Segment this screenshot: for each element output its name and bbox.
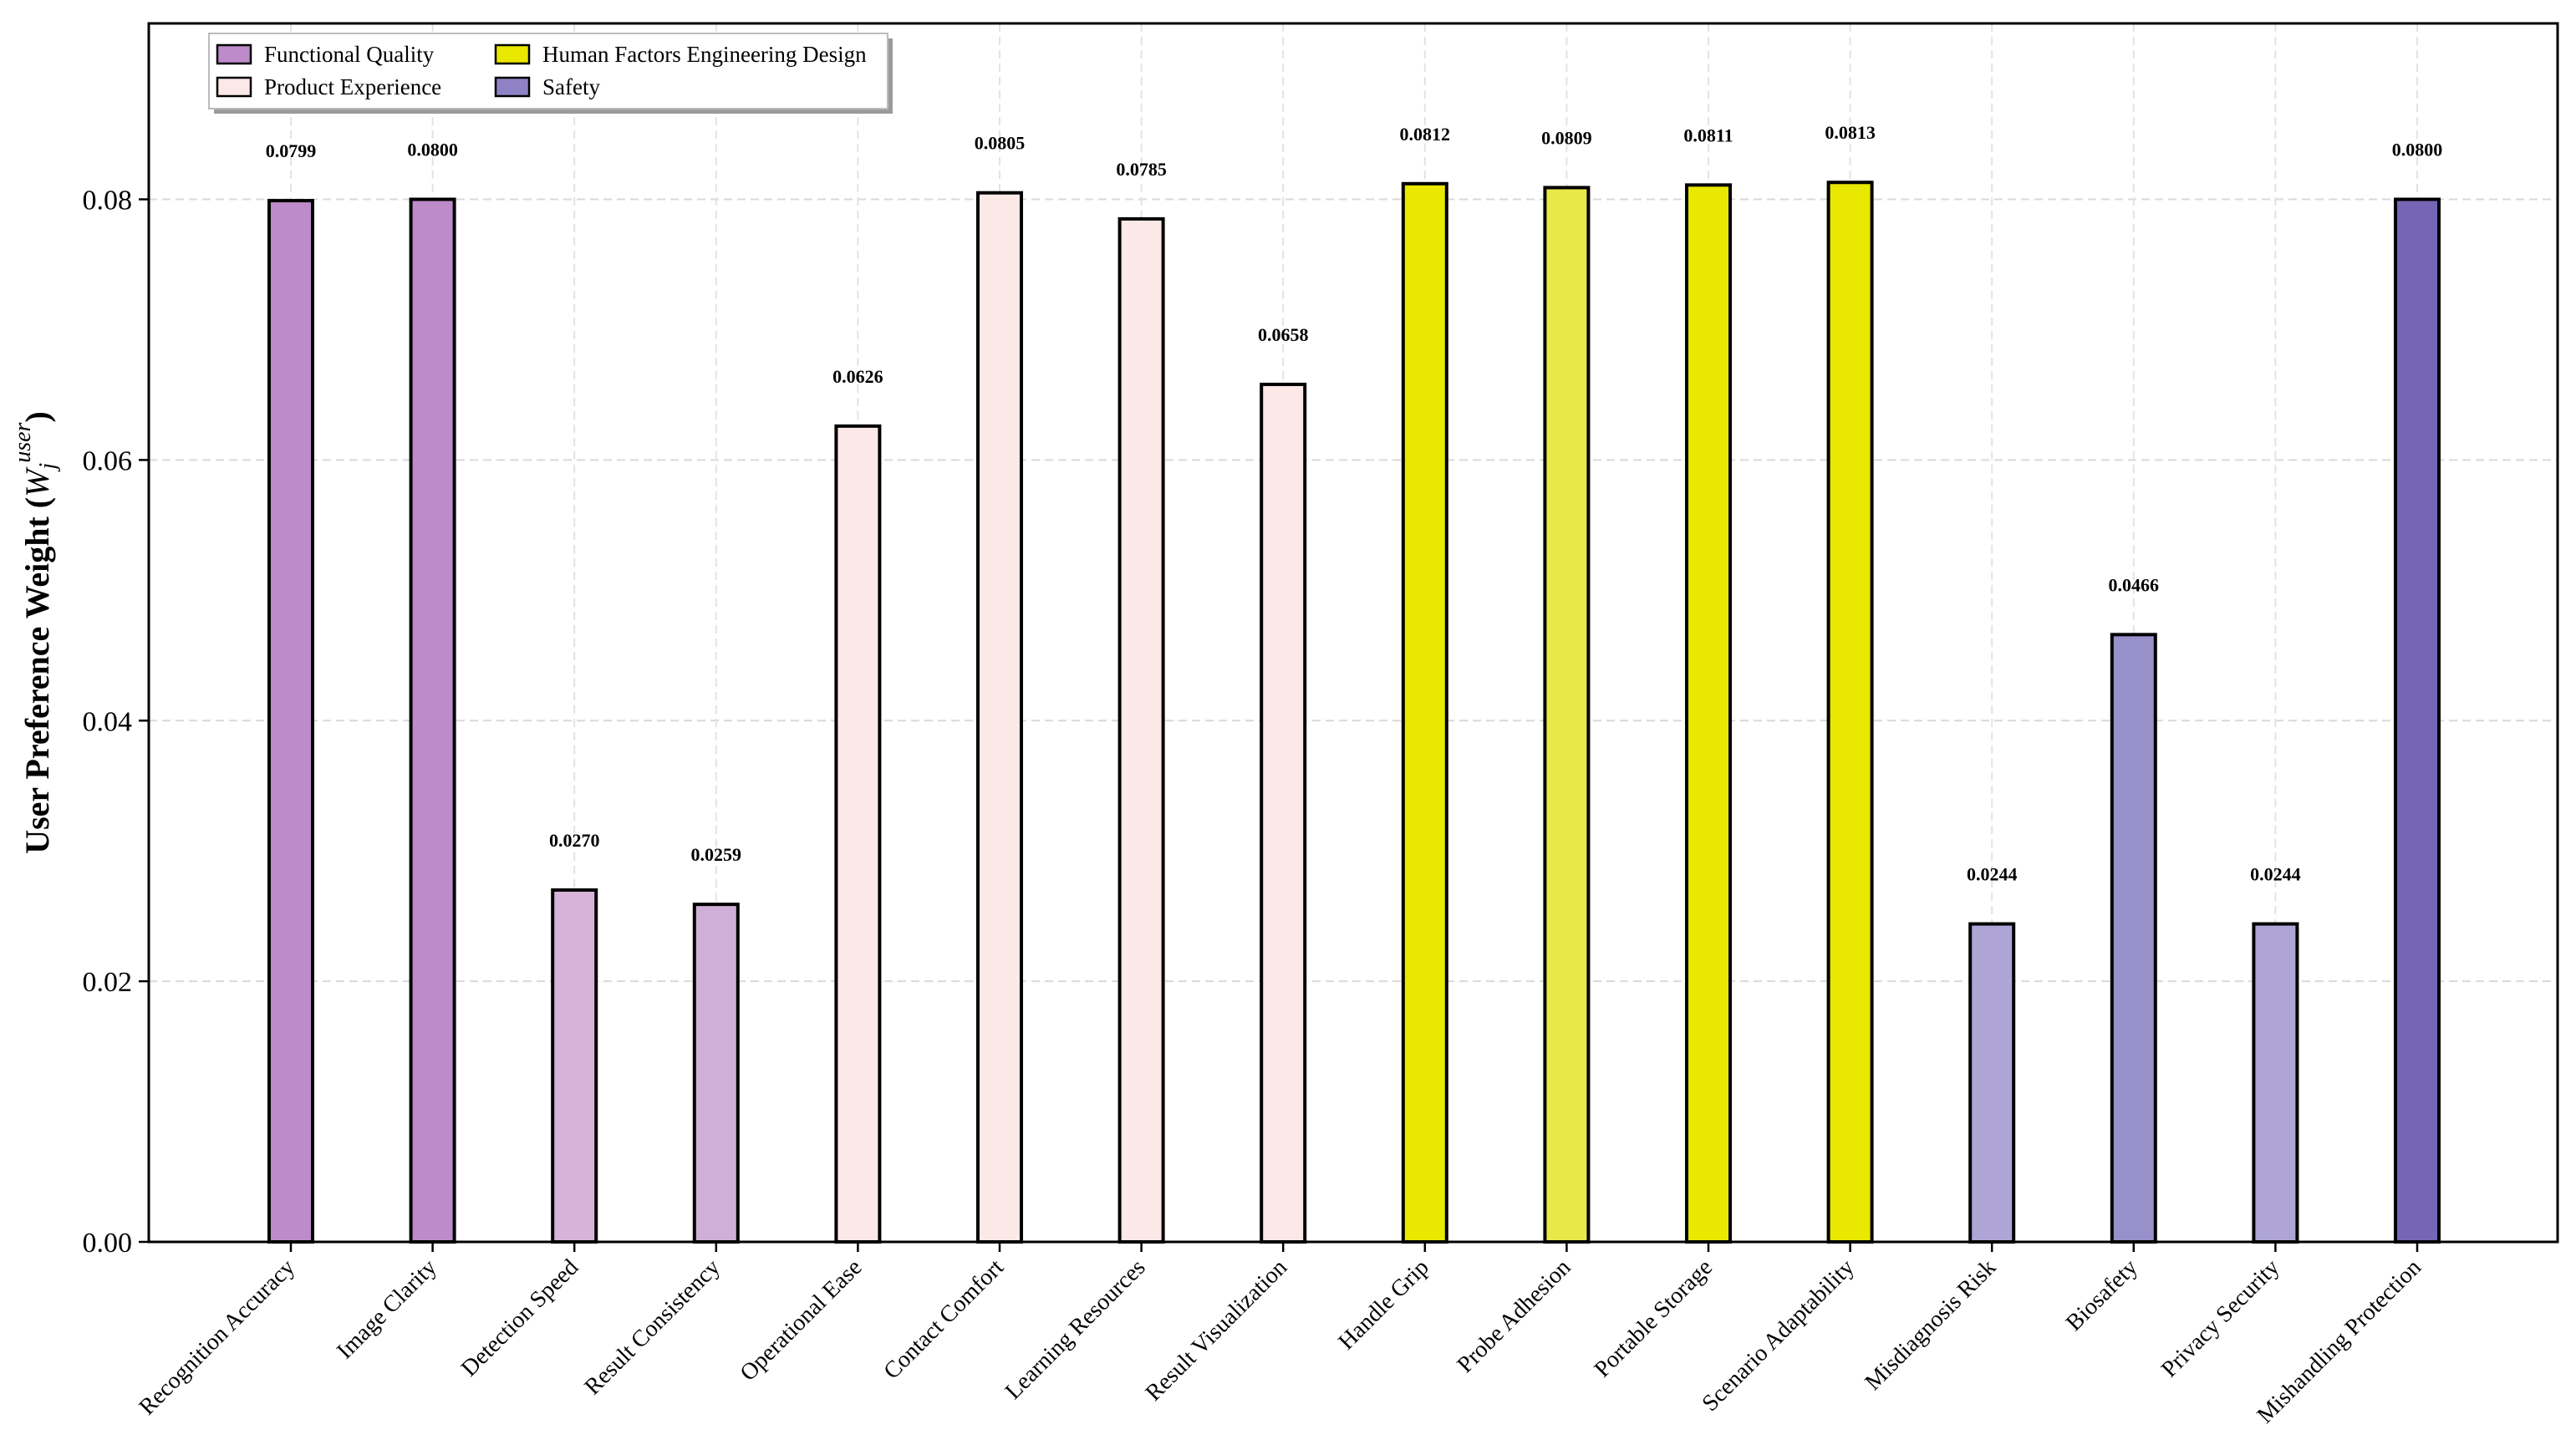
- bar-portable-storage: [1685, 183, 1732, 1244]
- y-tick-label: 0.06: [83, 445, 133, 476]
- legend-label-functional-quality: Functional Quality: [264, 42, 435, 67]
- y-axis-label-close: ): [18, 411, 56, 422]
- bar-result-visualization: [1260, 382, 1307, 1244]
- value-label-contact-comfort: 0.0805: [975, 133, 1026, 154]
- value-label-privacy-security: 0.0244: [2250, 864, 2301, 885]
- legend-label-human-factors: Human Factors Engineering Design: [542, 42, 867, 67]
- bars: [267, 181, 2441, 1244]
- value-label-handle-grip: 0.0812: [1400, 124, 1451, 145]
- plot-frame: [147, 22, 2559, 1244]
- bar-detection-speed: [551, 888, 598, 1244]
- legend: Functional Quality Product Experience Hu…: [208, 33, 893, 114]
- y-axis-label-sup: user: [10, 422, 36, 462]
- legend-label-product-experience: Product Experience: [264, 74, 441, 99]
- bar-contact-comfort: [976, 191, 1023, 1244]
- value-label-result-consistency: 0.0259: [691, 844, 742, 865]
- y-axis: 0.00 0.02 0.04 0.06 0.08: [83, 186, 149, 1259]
- bar-privacy-security: [2252, 922, 2299, 1244]
- bar-recognition-accuracy: [267, 199, 314, 1244]
- value-label-result-visualization: 0.0658: [1258, 324, 1309, 345]
- y-tick-label: 0.02: [83, 967, 133, 998]
- value-label-portable-storage: 0.0811: [1683, 125, 1733, 145]
- value-label-scenario-adaptability: 0.0813: [1825, 122, 1876, 143]
- value-labels: 0.0799 0.0800 0.0270 0.0259 0.0626 0.0805 0.07…: [266, 122, 2443, 884]
- value-label-image-clarity: 0.0800: [407, 140, 458, 160]
- value-label-biosafety: 0.0466: [2109, 574, 2160, 595]
- legend-label-safety: Safety: [542, 74, 600, 99]
- bar-scenario-adaptability: [1826, 181, 1874, 1244]
- value-label-detection-speed: 0.0270: [549, 830, 600, 851]
- y-tick-label: 0.08: [83, 186, 133, 216]
- legend-swatch-functional-quality: [216, 43, 252, 65]
- bar-operational-ease: [834, 424, 882, 1244]
- bar-result-consistency: [692, 903, 740, 1244]
- y-axis-label-sub: j: [35, 463, 61, 472]
- bar-probe-adhesion: [1543, 186, 1591, 1244]
- value-label-recognition-accuracy: 0.0799: [266, 140, 317, 161]
- legend-swatch-product-experience: [216, 76, 252, 98]
- legend-swatch-human-factors: [494, 43, 531, 65]
- value-label-misdiagnosis-risk: 0.0244: [1967, 864, 2018, 885]
- legend-swatch-safety: [494, 76, 531, 98]
- y-axis-label: User Preference Weight (Wjuser): [10, 411, 61, 854]
- y-tick-label: 0.04: [83, 706, 133, 737]
- legend-box: [208, 33, 888, 109]
- value-label-learning-resources: 0.0785: [1116, 159, 1167, 180]
- value-label-mishandling-protection: 0.0800: [2392, 140, 2443, 160]
- value-label-probe-adhesion: 0.0809: [1541, 127, 1592, 148]
- bar-misdiagnosis-risk: [1968, 922, 2016, 1244]
- y-axis-label-main: User Preference Weight (: [18, 497, 56, 854]
- bar-learning-resources: [1117, 216, 1165, 1244]
- bar-biosafety: [2110, 633, 2157, 1244]
- y-tick-label: 0.00: [83, 1228, 133, 1259]
- value-label-operational-ease: 0.0626: [832, 366, 883, 387]
- bar-image-clarity: [409, 197, 456, 1244]
- y-axis-label-var: W: [18, 466, 56, 497]
- bar-handle-grip: [1401, 181, 1448, 1244]
- bar-mishandling-protection: [2394, 197, 2441, 1244]
